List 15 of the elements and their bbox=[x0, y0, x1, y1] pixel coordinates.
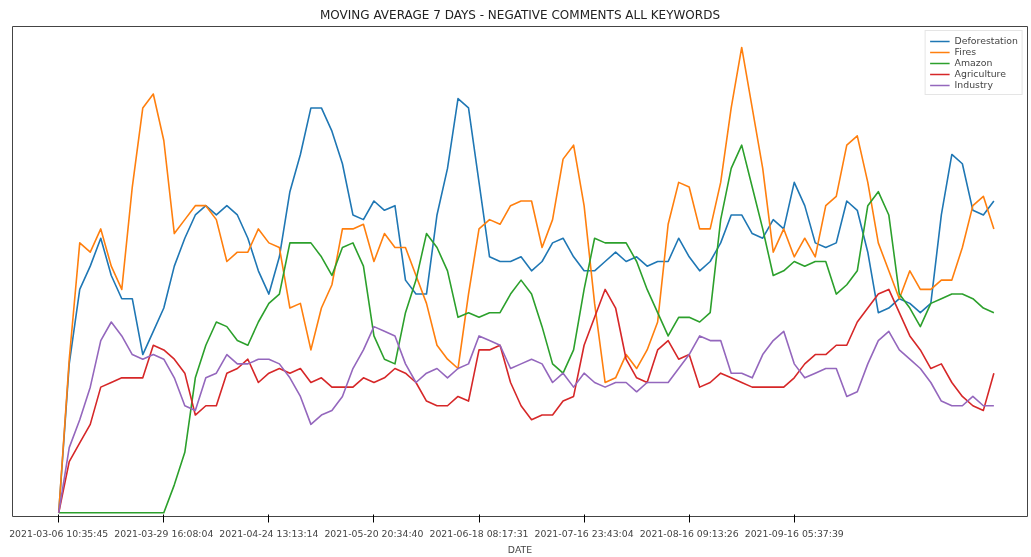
x-tick-label: 2021-05-20 20:34:40 bbox=[324, 527, 424, 539]
legend-label: Amazon bbox=[954, 57, 993, 68]
x-tick-label: 2021-03-06 10:35:45 bbox=[9, 527, 109, 539]
x-tick-label: 2021-08-16 09:13:26 bbox=[639, 527, 739, 539]
legend-label: Agriculture bbox=[954, 68, 1006, 79]
x-tick-label: 2021-04-24 13:13:14 bbox=[219, 527, 319, 539]
x-tick-label: 2021-09-16 05:37:39 bbox=[744, 527, 844, 539]
legend-label: Fires bbox=[954, 46, 977, 57]
legend-label: Industry bbox=[954, 79, 993, 90]
x-tick-label: 2021-06-18 08:17:31 bbox=[429, 527, 529, 539]
chart-title: MOVING AVERAGE 7 DAYS - NEGATIVE COMMENTS ALL KEYWORDS bbox=[320, 7, 721, 22]
x-axis-title: DATE bbox=[507, 543, 533, 555]
legend-label: Deforestation bbox=[954, 35, 1018, 46]
x-tick-label: 2021-03-29 16:08:04 bbox=[114, 527, 214, 539]
x-tick-label: 2021-07-16 23:43:04 bbox=[534, 527, 634, 539]
